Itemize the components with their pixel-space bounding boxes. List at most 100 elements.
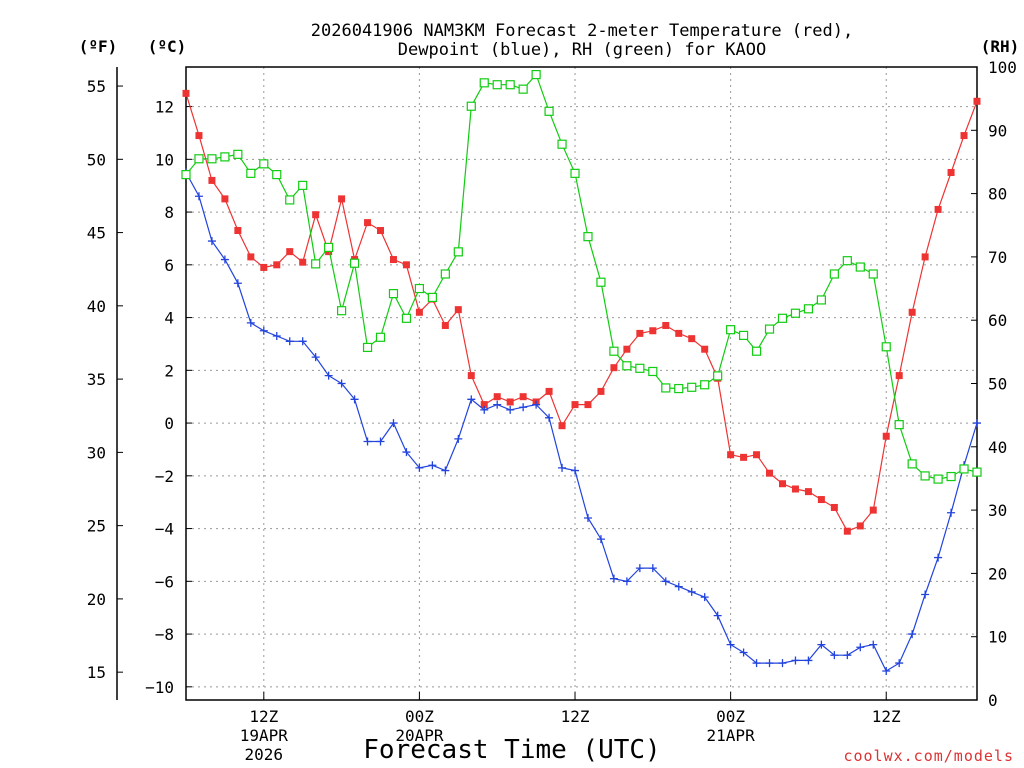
dewpoint-point <box>246 318 255 327</box>
rh-point <box>505 80 515 90</box>
dewpoint-point <box>220 255 229 264</box>
dewpoint-point <box>493 400 502 409</box>
temperature-point <box>778 480 786 488</box>
temperature-point <box>947 169 955 176</box>
series-layer <box>181 69 982 675</box>
dewpoint-point <box>843 651 852 660</box>
rh-point <box>816 295 826 305</box>
temperature-point <box>234 227 242 235</box>
dewpoint-point <box>739 648 748 657</box>
temperature-point <box>260 263 268 271</box>
rh-point <box>518 84 528 94</box>
rh-tick-label: 40 <box>988 438 1007 457</box>
rh-tick-label: 60 <box>988 311 1007 330</box>
rh-point <box>414 283 425 294</box>
celsius-tick-label: 4 <box>164 309 174 328</box>
rh-point <box>311 259 321 269</box>
dewpoint-point <box>311 353 320 362</box>
x-tick-label: 00Z <box>405 707 434 726</box>
temperature-point <box>688 335 696 343</box>
celsius-tick-label: 10 <box>155 150 174 169</box>
temperature-point <box>364 219 372 227</box>
rh-tick-label: 90 <box>988 121 1007 140</box>
temperature-point <box>662 321 670 329</box>
title-line-2: Dewpoint (blue), RH (green) for KAOO <box>398 40 766 60</box>
dewpoint-point <box>558 463 567 472</box>
x-tick-label: 12Z <box>872 707 901 726</box>
fahrenheit-tick-label: 40 <box>87 297 106 316</box>
rh-point <box>959 464 969 474</box>
temperature-point <box>727 451 735 459</box>
temperature-line <box>185 93 978 532</box>
temperature-point <box>480 401 488 409</box>
dewpoint-point <box>441 466 450 475</box>
rh-point <box>479 78 489 88</box>
temperature-point <box>610 364 618 372</box>
dewpoint-point <box>804 656 813 665</box>
rh-point <box>803 304 814 314</box>
rh-point <box>777 313 788 323</box>
celsius-tick-label: −6 <box>155 572 174 591</box>
temperature-point <box>402 261 410 269</box>
x-tick-date: 19APR <box>240 726 289 745</box>
dewpoint-point <box>350 395 359 404</box>
fahrenheit-tick-label: 45 <box>87 224 106 243</box>
rh-point <box>181 170 191 180</box>
temperature-point <box>791 485 799 493</box>
rh-point <box>829 269 839 279</box>
temperature-point <box>856 522 864 530</box>
x-tick-date: 20APR <box>395 726 444 745</box>
dewpoint-point <box>752 659 761 668</box>
temperature-point <box>908 308 916 316</box>
rh-point <box>635 363 645 373</box>
dewpoint-point <box>285 337 294 346</box>
dewpoint-point <box>778 659 787 668</box>
temperature-point <box>312 211 320 219</box>
dewpoint-point <box>726 640 735 649</box>
temperature-point <box>753 451 761 459</box>
rh-point <box>738 330 749 340</box>
rh-point <box>272 170 282 180</box>
temperature-point <box>895 372 903 380</box>
temperature-point <box>519 393 527 401</box>
dewpoint-point <box>908 630 917 639</box>
temperature-point <box>597 387 605 395</box>
temperature-point <box>441 321 449 329</box>
rh-point <box>570 168 580 178</box>
dewpoint-point <box>895 659 904 668</box>
rh-point <box>907 459 917 469</box>
x-tick-year: 2026 <box>245 745 284 764</box>
dewpoint-point <box>921 590 930 599</box>
temperature-point <box>195 132 203 140</box>
temperature-point <box>584 401 592 409</box>
celsius-tick-label: 12 <box>155 98 174 117</box>
dewpoint-point <box>687 587 696 596</box>
temperature-point <box>830 503 838 511</box>
rh-point <box>596 277 606 287</box>
fahrenheit-unit-label: (ºF) <box>79 37 118 56</box>
dewpoint-point <box>207 237 216 246</box>
temperature-point <box>817 496 825 504</box>
temperature-point <box>208 176 216 184</box>
rh-point <box>453 247 463 257</box>
dewpoint-point <box>830 651 839 660</box>
dewpoint-point <box>869 640 878 649</box>
rh-point <box>362 342 373 353</box>
dewpoint-point <box>532 400 541 409</box>
rh-line <box>185 73 978 480</box>
rh-point <box>233 149 243 159</box>
temperature-point <box>493 393 501 401</box>
rh-point <box>246 168 256 178</box>
rh-point <box>531 69 541 80</box>
dewpoint-point <box>363 437 372 446</box>
rh-point <box>324 242 334 253</box>
temperature-point <box>506 398 514 406</box>
temperature-point <box>869 506 877 514</box>
dewpoint-point <box>947 508 956 517</box>
temperature-point <box>636 329 644 337</box>
rh-point <box>764 324 775 334</box>
plot-frame <box>185 66 978 701</box>
rh-point <box>855 262 865 272</box>
rh-point <box>700 380 710 390</box>
dewpoint-point <box>506 405 515 414</box>
